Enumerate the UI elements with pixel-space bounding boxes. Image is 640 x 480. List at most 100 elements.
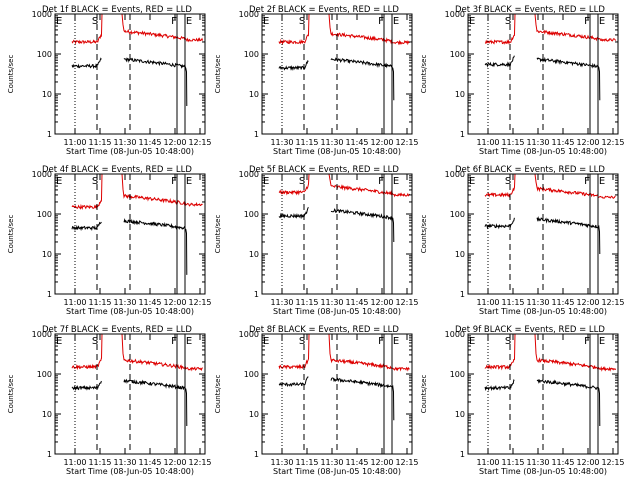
y-tick-label: 1 [460, 290, 465, 299]
marker-label-e: E [469, 176, 475, 187]
y-tick-label: 1 [254, 450, 259, 459]
y-tick-label: 1 [47, 290, 52, 299]
x-tick-label: 11:15 [88, 138, 111, 147]
y-tick-label: 1000 [239, 170, 259, 179]
x-tick-label: 11:45 [138, 298, 161, 307]
lld-line [484, 13, 516, 45]
marker-label-e: E [599, 16, 605, 27]
y-axis-label: Counts/sec [214, 55, 222, 94]
marker-label-f: F [584, 176, 590, 187]
x-tick-label: 11:45 [345, 298, 368, 307]
y-tick-label: 10 [249, 90, 259, 99]
x-tick-label: 11:15 [501, 458, 524, 467]
marker-label-f: F [171, 16, 177, 27]
x-axis-label: Start Time (08-Jun-05 10:48:00) [273, 467, 401, 476]
panel-title: Det 4f BLACK = Events, RED = LLD [42, 165, 192, 175]
x-tick-label: 11:30 [270, 458, 293, 467]
x-tick-label: 11:45 [345, 458, 368, 467]
x-tick-label: 11:45 [551, 458, 574, 467]
marker-label-e: E [393, 336, 399, 347]
marker-label-s: S [92, 336, 98, 347]
marker-label-e: E [56, 16, 62, 27]
marker-label-e: E [469, 336, 475, 347]
x-tick-label: 12:00 [370, 138, 393, 147]
lld-line [534, 333, 617, 372]
marker-label-f: F [171, 336, 177, 347]
marker-label-e: E [186, 16, 192, 27]
y-tick-label: 100 [450, 370, 465, 379]
x-tick-label: 11:30 [113, 138, 136, 147]
y-tick-label: 100 [244, 370, 259, 379]
marker-label-f: F [378, 16, 384, 27]
plot-frame [467, 13, 619, 135]
x-tick-label: 11:45 [551, 138, 574, 147]
lld-line [328, 173, 411, 198]
x-tick-label: 12:15 [395, 298, 418, 307]
x-tick-label: 12:00 [370, 458, 393, 467]
panel-title: Det 9f BLACK = Events, RED = LLD [455, 325, 605, 335]
x-axis-label: Start Time (08-Jun-05 10:48:00) [66, 467, 194, 476]
lld-line [534, 13, 617, 42]
marker-label-e: E [263, 176, 269, 187]
y-tick-label: 1000 [239, 10, 259, 19]
panel-title: Det 7f BLACK = Events, RED = LLD [42, 325, 192, 335]
x-tick-label: 11:30 [526, 138, 549, 147]
x-tick-label: 12:00 [163, 138, 186, 147]
plot-frame [54, 13, 206, 135]
y-axis-label: Counts/sec [420, 215, 428, 254]
marker-label-s: S [299, 176, 305, 187]
panel-title: Det 8f BLACK = Events, RED = LLD [249, 325, 399, 335]
plot-frame [54, 173, 206, 295]
x-tick-label: 12:00 [576, 458, 599, 467]
y-tick-label: 1000 [239, 330, 259, 339]
y-tick-label: 100 [37, 370, 52, 379]
marker-label-f: F [584, 16, 590, 27]
y-tick-label: 100 [37, 50, 52, 59]
panel-title: Det 1f BLACK = Events, RED = LLD [42, 5, 192, 15]
y-tick-label: 100 [450, 210, 465, 219]
marker-label-f: F [378, 336, 384, 347]
y-axis-label: Counts/sec [7, 375, 15, 414]
x-tick-label: 12:00 [370, 298, 393, 307]
y-tick-label: 1000 [32, 170, 52, 179]
y-axis-label: Counts/sec [7, 55, 15, 94]
marker-label-e: E [599, 336, 605, 347]
y-tick-label: 10 [42, 250, 52, 259]
x-axis-label: Start Time (08-Jun-05 10:48:00) [66, 307, 194, 316]
y-tick-label: 1 [460, 130, 465, 139]
marker-label-e: E [469, 16, 475, 27]
y-tick-label: 100 [244, 50, 259, 59]
y-tick-label: 1000 [445, 170, 465, 179]
x-tick-label: 11:15 [295, 298, 318, 307]
y-tick-label: 1000 [32, 10, 52, 19]
y-tick-label: 1 [254, 290, 259, 299]
y-tick-label: 10 [455, 410, 465, 419]
x-tick-label: 11:15 [501, 298, 524, 307]
plot-frame [467, 173, 619, 295]
y-tick-label: 1 [47, 450, 52, 459]
x-tick-label: 12:00 [163, 298, 186, 307]
marker-label-s: S [299, 16, 305, 27]
x-tick-label: 11:00 [476, 458, 499, 467]
x-tick-label: 12:15 [395, 138, 418, 147]
x-tick-label: 11:15 [88, 298, 111, 307]
x-axis-label: Start Time (08-Jun-05 10:48:00) [273, 307, 401, 316]
x-tick-label: 11:45 [138, 138, 161, 147]
y-tick-label: 100 [450, 50, 465, 59]
x-tick-label: 11:30 [113, 298, 136, 307]
x-tick-label: 12:00 [576, 298, 599, 307]
x-tick-label: 12:15 [601, 458, 624, 467]
x-tick-label: 11:30 [270, 138, 293, 147]
x-tick-label: 11:15 [295, 458, 318, 467]
y-axis-label: Counts/sec [214, 375, 222, 414]
x-tick-label: 12:00 [576, 138, 599, 147]
marker-label-e: E [56, 176, 62, 187]
x-tick-label: 11:30 [320, 298, 343, 307]
x-tick-label: 11:15 [295, 138, 318, 147]
marker-label-e: E [263, 16, 269, 27]
marker-label-e: E [599, 176, 605, 187]
